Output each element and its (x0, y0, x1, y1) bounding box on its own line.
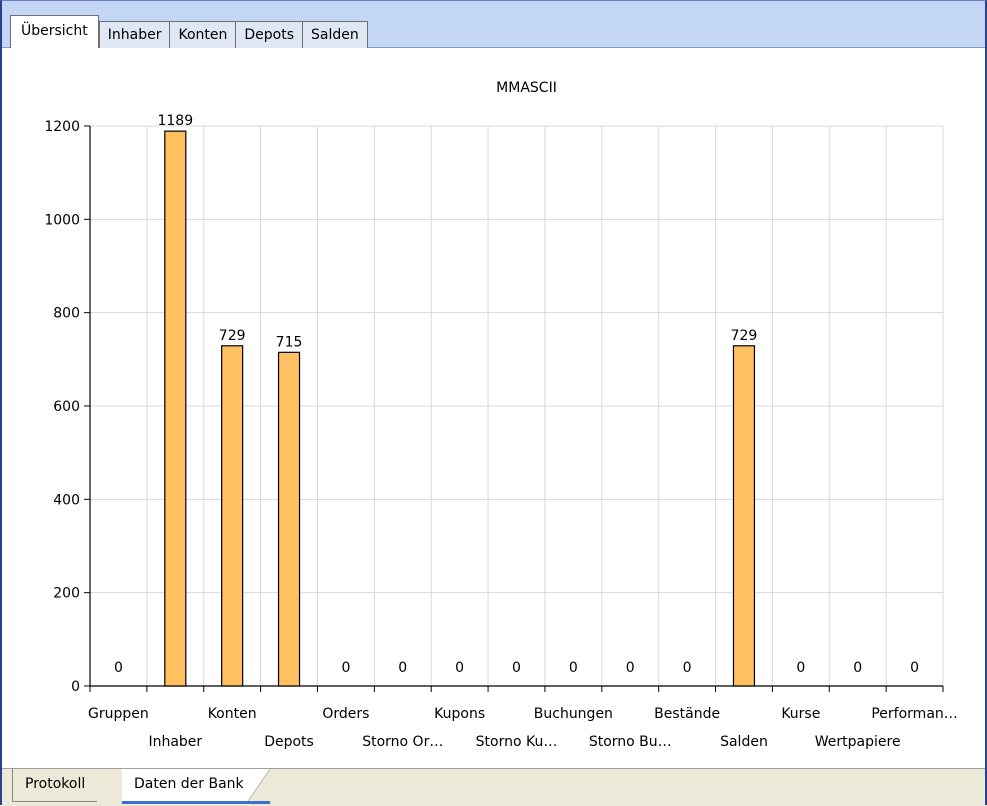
tab-protokoll[interactable]: Protokoll (12, 769, 98, 802)
bar-1 (164, 130, 187, 687)
data-label-11: 729 (731, 328, 758, 344)
y-tick-label-1: 200 (53, 586, 80, 602)
x-tick-label-9: Storno Bu… (589, 734, 672, 750)
data-label-9: 0 (626, 660, 635, 676)
x-tick-label-0: Gruppen (88, 706, 149, 722)
bar-3 (277, 351, 301, 687)
data-label-1: 1189 (157, 113, 193, 129)
data-label-12: 0 (796, 660, 805, 676)
x-tick-label-11: Salden (720, 734, 768, 750)
tab-inhaber[interactable]: Inhaber (98, 21, 170, 48)
bottom-tab-strip: Protokoll Daten der Bank (2, 768, 985, 806)
data-label-6: 0 (455, 660, 464, 676)
data-label-2: 729 (219, 328, 246, 344)
tab-salden[interactable]: Salden (302, 21, 368, 48)
top-tab-strip: Übersicht Inhaber Konten Depots Salden (2, 1, 985, 49)
data-label-10: 0 (683, 660, 692, 676)
x-tick-label-8: Buchungen (534, 706, 613, 722)
y-tick-label-4: 800 (53, 306, 80, 322)
x-tick-label-6: Kupons (434, 706, 485, 722)
top-tabs: Übersicht Inhaber Konten Depots Salden (10, 13, 368, 49)
data-label-3: 715 (276, 334, 303, 350)
data-label-5: 0 (398, 660, 407, 676)
x-tick-label-3: Depots (264, 734, 314, 750)
bar-11 (732, 345, 756, 687)
chart-title: MMASCII (496, 80, 557, 96)
x-tick-label-13: Wertpapiere (815, 734, 901, 750)
tab-depots[interactable]: Depots (235, 21, 303, 48)
x-tick-label-12: Kurse (781, 706, 820, 722)
y-tick-label-6: 1200 (44, 119, 80, 135)
data-label-4: 0 (341, 660, 350, 676)
data-label-0: 0 (114, 660, 123, 676)
data-label-7: 0 (512, 660, 521, 676)
tab-daten-der-bank[interactable]: Daten der Bank (122, 769, 270, 804)
x-tick-label-5: Storno Or… (362, 734, 443, 750)
y-tick-label-3: 600 (53, 399, 80, 415)
tab-konten[interactable]: Konten (169, 21, 236, 48)
x-tick-label-1: Inhaber (148, 734, 202, 750)
y-tick-label-5: 1000 (44, 212, 80, 228)
data-label-8: 0 (569, 660, 578, 676)
y-tick-label-0: 0 (71, 679, 80, 695)
x-tick-label-4: Orders (322, 706, 369, 722)
x-tick-label-10: Bestände (654, 706, 720, 722)
y-tick-label-2: 400 (53, 492, 80, 508)
x-tick-label-7: Storno Ku… (476, 734, 558, 750)
bar-2 (221, 345, 244, 687)
tab-uebersicht[interactable]: Übersicht (10, 15, 99, 49)
x-tick-label-2: Konten (208, 706, 257, 722)
chart-panel: MMASCII 0 200 400 600 800 1000 1200 0 Gruppen 1189… (2, 48, 985, 768)
x-tick-label-14: Performan… (871, 706, 957, 722)
data-label-14: 0 (910, 660, 919, 676)
data-label-13: 0 (853, 660, 862, 676)
bar-chart: MMASCII 0 200 400 600 800 1000 1200 0 Gruppen 1189… (44, 80, 957, 750)
